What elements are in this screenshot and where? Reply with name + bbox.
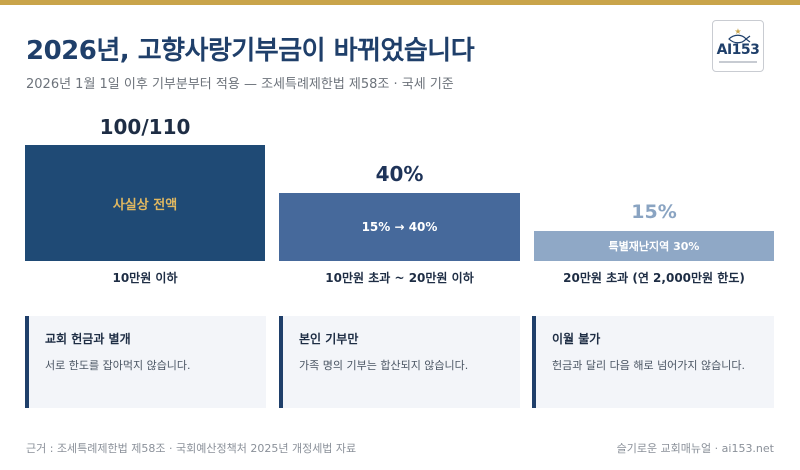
card-title: 이월 불가 [552,332,601,346]
card-title: 본인 기부만 [299,332,359,346]
card-title: 교회 헌금과 별개 [45,332,131,346]
tier-2-value: 40% [375,162,424,186]
tier-2-bar: 15% → 40% [279,193,520,261]
page-subtitle: 2026년 1월 1일 이후 기부분부터 적용 — 조세특례제한법 제58조 ·… [26,77,454,92]
card-body: 서로 한도를 잡아먹지 않습니다. [45,359,191,372]
tier-3-label: 20만원 초과 (연 2,000만원 한도) [563,271,745,285]
top-accent-bar [0,0,800,5]
logo-tagline-rule [719,61,757,63]
info-card-no-carryover: 이월 불가 헌금과 달리 다음 해로 넘어가지 않습니다. [532,316,774,408]
tier-1-value: 100/110 [99,115,191,139]
tier-1-bar-text: 사실상 전액 [112,197,178,213]
tier-3-bar-text: 특별재난지역 30% [608,240,700,253]
tier-2-label: 10만원 초과 ~ 20만원 이하 [325,271,474,285]
footer-credit: 슬기로운 교회매뉴얼 · ai153.net [616,442,774,455]
star-icon: ★ [734,27,742,36]
tier-1-bar: 사실상 전액 [25,145,265,261]
card-body: 가족 명의 기부는 합산되지 않습니다. [299,359,469,372]
tier-1-label: 10만원 이하 [112,271,178,285]
page-title: 2026년, 고향사랑기부금이 바뀌었습니다 [26,36,475,66]
logo-text: AI153 [716,42,760,58]
info-card-offering: 교회 헌금과 별개 서로 한도를 잡아먹지 않습니다. [25,316,266,408]
brand-logo: ★ AI153 [712,20,764,72]
tier-2-bar-text: 15% → 40% [361,220,438,234]
footer-source: 근거 : 조세특례제한법 제58조 · 국회예산정책처 2025년 개정세법 자… [26,442,357,455]
tier-3-bar: 특별재난지역 30% [534,231,774,261]
tier-3-value: 15% [631,201,677,223]
fish-icon [728,34,751,44]
card-body: 헌금과 달리 다음 해로 넘어가지 않습니다. [552,359,746,372]
info-card-self-only: 본인 기부만 가족 명의 기부는 합산되지 않습니다. [279,316,520,408]
